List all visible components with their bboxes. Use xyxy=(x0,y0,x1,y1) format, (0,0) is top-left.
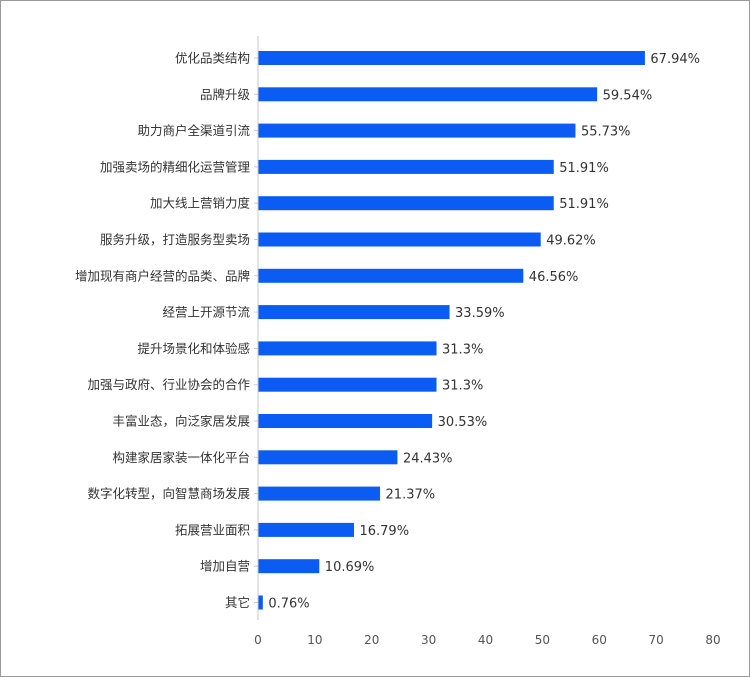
x-tick-label: 50 xyxy=(535,633,550,647)
bar xyxy=(258,450,398,465)
bar xyxy=(258,522,354,537)
bar xyxy=(258,87,598,102)
category-label: 品牌升级 xyxy=(200,87,251,102)
bar xyxy=(258,123,576,138)
bar xyxy=(258,377,437,392)
bar xyxy=(258,486,381,501)
category-label: 服务升级，打造服务型卖场 xyxy=(100,232,250,247)
bar xyxy=(258,595,263,610)
value-label: 46.56% xyxy=(529,270,579,285)
x-tick-label: 80 xyxy=(705,633,720,647)
category-label: 丰富业态，向泛家居发展 xyxy=(112,414,250,429)
category-label: 加强卖场的精细化运营管理 xyxy=(100,159,251,174)
category-label: 增加自营 xyxy=(200,559,250,574)
x-tick-label: 60 xyxy=(592,633,607,647)
category-label: 其它 xyxy=(225,595,250,610)
bar xyxy=(258,341,437,356)
x-tick-label: 40 xyxy=(478,633,493,647)
x-tick-label: 30 xyxy=(421,633,436,647)
x-tick-label: 20 xyxy=(364,633,379,647)
value-label: 31.3% xyxy=(442,379,483,394)
value-label: 30.53% xyxy=(438,415,488,430)
value-label: 0.76% xyxy=(268,597,309,612)
value-label: 33.59% xyxy=(455,306,505,321)
value-label: 51.91% xyxy=(559,197,609,212)
category-label: 增加现有商户经营的品类、品牌 xyxy=(75,268,250,283)
bars-group: 优化品类结构 67.94% 品牌升级 59.54% 助力商户全渠道引流 55.73% 加强卖… xyxy=(75,51,700,612)
category-label: 助力商户全渠道引流 xyxy=(137,123,250,138)
bar xyxy=(258,196,554,211)
value-label: 16.79% xyxy=(359,524,409,539)
bar xyxy=(258,268,524,283)
x-tick-label: 0 xyxy=(254,633,262,647)
bar xyxy=(258,305,450,320)
category-label: 构建家居家装一体化平台 xyxy=(112,450,250,465)
value-label: 31.3% xyxy=(442,342,483,357)
value-label: 10.69% xyxy=(325,560,375,575)
value-label: 49.62% xyxy=(546,234,596,249)
category-label: 数字化转型，向智慧商场发展 xyxy=(87,486,250,501)
category-label: 经营上开源节流 xyxy=(162,305,250,320)
bar xyxy=(258,414,433,428)
category-label: 加大线上营销力度 xyxy=(150,196,251,211)
bar xyxy=(258,559,320,574)
x-axis: 0 10 20 30 40 50 60 70 80 xyxy=(254,36,721,647)
category-label: 提升场景化和体验感 xyxy=(137,341,250,356)
value-label: 21.37% xyxy=(386,488,436,503)
category-label: 拓展营业面积 xyxy=(175,522,250,537)
category-label: 优化品类结构 xyxy=(175,51,250,66)
value-label: 55.73% xyxy=(581,125,631,140)
value-label: 59.54% xyxy=(603,88,653,103)
category-label: 加强与政府、行业协会的合作 xyxy=(87,377,250,392)
x-tick-label: 10 xyxy=(307,633,322,647)
bar xyxy=(258,232,541,247)
bar xyxy=(258,51,645,65)
bar xyxy=(258,159,554,174)
value-label: 51.91% xyxy=(559,161,609,176)
x-tick-label: 70 xyxy=(648,633,663,647)
value-label: 67.94% xyxy=(650,52,700,67)
value-label: 24.43% xyxy=(403,451,453,466)
